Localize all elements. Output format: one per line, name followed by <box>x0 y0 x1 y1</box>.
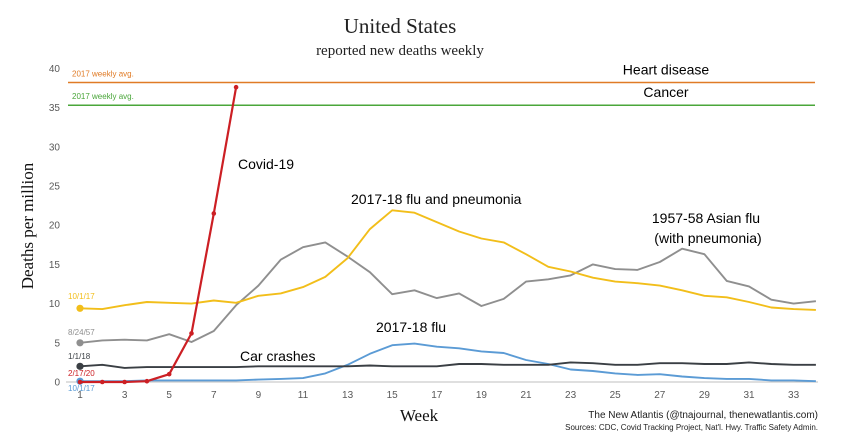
x-tick-label: 29 <box>699 390 711 401</box>
series-start-marker <box>76 304 84 312</box>
x-tick-label: 25 <box>610 390 622 401</box>
ref-line-label-heart-disease: Heart disease <box>623 62 710 78</box>
covid-data-point <box>189 331 194 336</box>
y-tick-label: 5 <box>54 338 60 349</box>
series-start-label: 10/1/17 <box>68 292 95 301</box>
series-start-label: 8/24/57 <box>68 328 95 337</box>
covid-data-point <box>100 379 105 385</box>
series-start-marker <box>76 339 84 347</box>
x-tick-label: 1 <box>77 390 83 401</box>
x-tick-label: 21 <box>520 390 532 401</box>
x-tick-label: 23 <box>565 390 577 401</box>
reference-lines: 2017 weekly avg. Heart disease 2017 weekly… <box>68 62 815 107</box>
x-tick-label: 11 <box>298 390 309 401</box>
covid-data-point <box>233 84 239 90</box>
y-tick-label: 20 <box>49 221 61 232</box>
y-tick-label: 0 <box>54 378 60 389</box>
ref-line-label-cancer: Cancer <box>643 84 688 100</box>
x-tick-labels: 1 3 5 7 9 11 13 15 17 19 21 23 25 27 29 31 33 <box>77 390 799 401</box>
annotation-flu: 2017-18 flu <box>376 319 446 335</box>
chart-title: United States <box>344 14 457 38</box>
x-tick-label: 5 <box>166 390 172 401</box>
y-tick-labels: 0 5 10 15 20 25 30 35 40 <box>49 64 61 389</box>
x-tick-label: 13 <box>342 390 354 401</box>
covid-data-point <box>211 211 217 216</box>
annotation-flu-pneumonia: 2017-18 flu and pneumonia <box>351 191 522 207</box>
series-line-2017-18-flu <box>80 342 816 383</box>
series-line-1957-58-asian-flu-with-pneumonia <box>79 241 817 344</box>
ref-line-caption: 2017 weekly avg. <box>72 92 134 101</box>
covid-data-point <box>144 378 150 384</box>
annotation-asian-flu-line1: 1957-58 Asian flu <box>652 210 760 226</box>
y-tick-label: 40 <box>49 64 61 75</box>
series-start-marker <box>76 362 84 370</box>
annotation-car-crashes: Car crashes <box>240 348 315 364</box>
series-line-2017-18-flu-and-pneumonia <box>79 209 816 311</box>
x-tick-label: 7 <box>211 390 217 401</box>
y-tick-label: 25 <box>49 182 61 193</box>
annotation-covid: Covid-19 <box>238 156 294 172</box>
y-tick-label: 30 <box>49 142 61 153</box>
x-tick-label: 17 <box>431 390 443 401</box>
x-tick-label: 33 <box>788 390 800 401</box>
x-tick-label: 19 <box>476 390 488 401</box>
covid-data-point <box>77 379 83 385</box>
series-start-label: 1/1/18 <box>68 352 91 361</box>
ref-line-caption: 2017 weekly avg. <box>72 70 134 79</box>
x-tick-label: 3 <box>122 390 128 401</box>
x-tick-label: 27 <box>654 390 666 401</box>
x-tick-label: 9 <box>256 390 262 401</box>
credit-line: The New Atlantis (@tnajournal, thenewatl… <box>588 410 818 421</box>
x-tick-label: 31 <box>743 390 755 401</box>
series-start-label: 10/1/17 <box>68 384 95 393</box>
series-lines <box>76 84 817 385</box>
series-start-label: 2/17/20 <box>68 369 95 378</box>
chart-subtitle: reported new deaths weekly <box>316 43 484 59</box>
covid-data-point <box>166 371 172 377</box>
series-start-labels: 10/1/17 8/24/57 1/1/18 2/17/20 10/1/17 <box>68 292 95 393</box>
y-axis-label: Deaths per million <box>18 162 37 289</box>
y-tick-label: 15 <box>49 260 61 271</box>
x-tick-label: 15 <box>387 390 399 401</box>
annotation-asian-flu-line2: (with pneumonia) <box>654 230 761 246</box>
sources-line: Sources: CDC, Covid Tracking Project, Na… <box>565 423 818 432</box>
series-line-car-crashes <box>79 361 816 369</box>
y-tick-label: 10 <box>49 299 61 310</box>
x-axis-label: Week <box>400 406 439 425</box>
y-tick-label: 35 <box>49 103 61 114</box>
covid-data-point <box>122 379 127 385</box>
series-line-covid-19 <box>80 87 238 384</box>
